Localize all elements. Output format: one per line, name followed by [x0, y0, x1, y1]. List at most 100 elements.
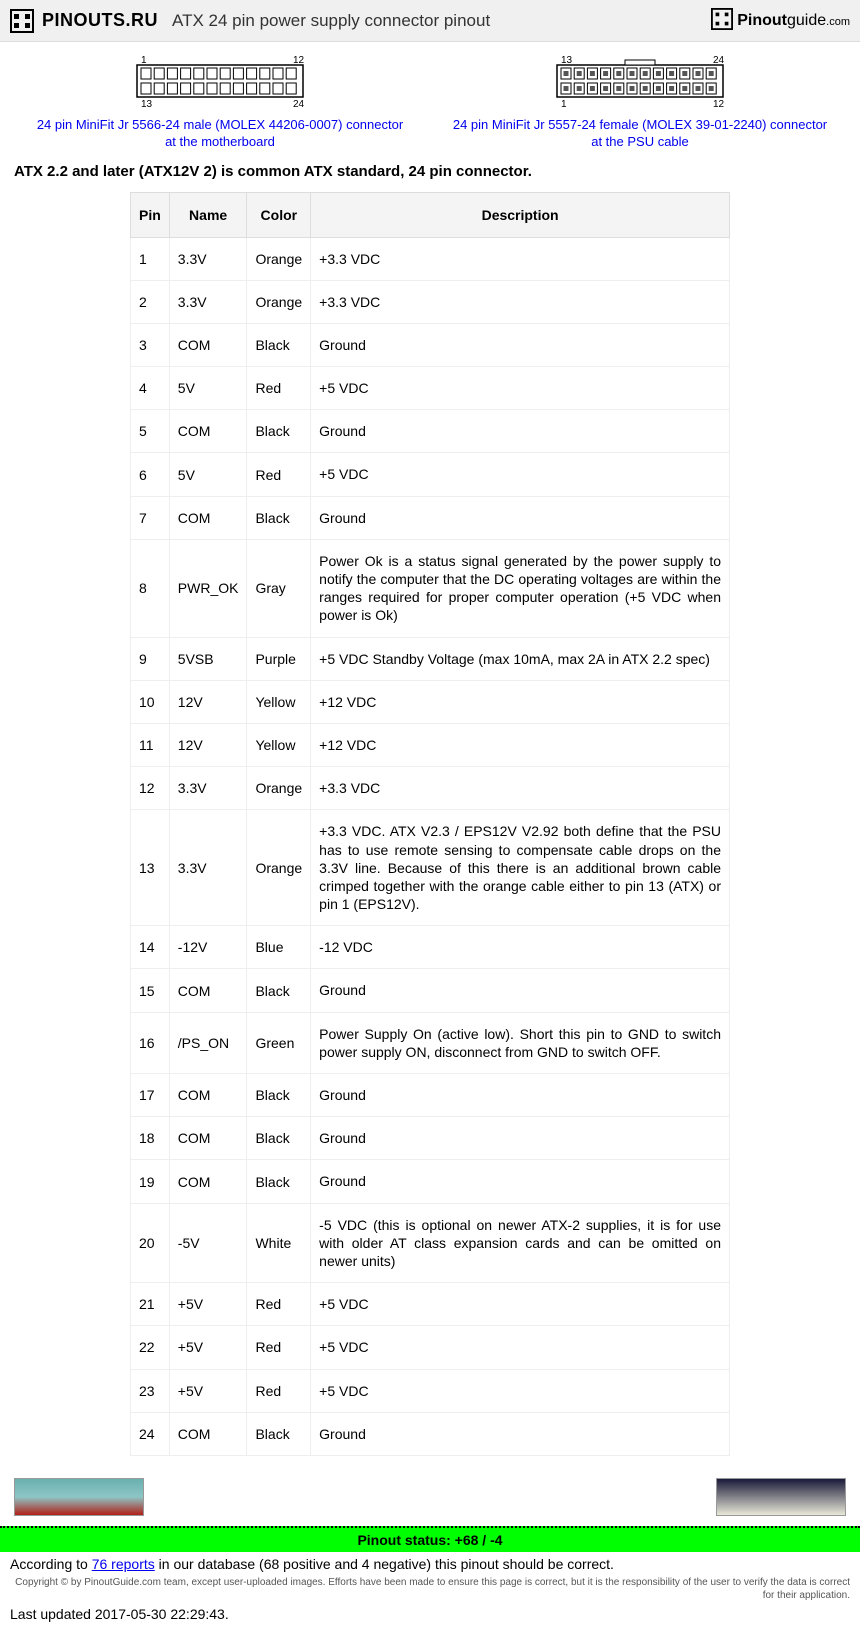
table-row: 1012VYellow+12 VDC: [131, 680, 730, 723]
pin-cell: 18: [131, 1117, 170, 1160]
name-cell: 12V: [169, 680, 247, 723]
table-row: 17COMBlackGround: [131, 1074, 730, 1117]
table-row: 19COMBlackGround: [131, 1160, 730, 1203]
color-cell: Orange: [247, 810, 311, 926]
desc-cell: -12 VDC: [311, 926, 730, 969]
pinout-status-desc: According to 76 reports in our database …: [0, 1552, 860, 1574]
connector-male-svg: 1 12 13 24: [125, 54, 315, 109]
name-cell: +5V: [169, 1326, 247, 1369]
desc-cell: Ground: [311, 410, 730, 453]
table-row: 23.3VOrange+3.3 VDC: [131, 280, 730, 323]
color-cell: Black: [247, 1074, 311, 1117]
name-cell: -5V: [169, 1203, 247, 1283]
name-cell: /PS_ON: [169, 1012, 247, 1073]
pin-cell: 8: [131, 539, 170, 637]
table-row: 133.3VOrange+3.3 VDC. ATX V2.3 / EPS12V …: [131, 810, 730, 926]
desc-cell: Ground: [311, 969, 730, 1012]
column-header: Color: [247, 192, 311, 237]
intro-text: ATX 2.2 and later (ATX12V 2) is common A…: [0, 153, 860, 186]
table-row: 16/PS_ONGreenPower Supply On (active low…: [131, 1012, 730, 1073]
name-cell: COM: [169, 496, 247, 539]
svg-text:1: 1: [561, 99, 567, 109]
table-row: 3COMBlackGround: [131, 323, 730, 366]
color-cell: Orange: [247, 280, 311, 323]
pin-cell: 16: [131, 1012, 170, 1073]
connector-female-svg: 13 24 1 12: [545, 54, 735, 109]
connector-male-sublabel: at the motherboard: [18, 134, 421, 149]
name-cell: COM: [169, 969, 247, 1012]
desc-cell: Ground: [311, 1074, 730, 1117]
reports-link[interactable]: 76 reports: [92, 1556, 155, 1572]
desc-cell: +5 VDC: [311, 453, 730, 496]
pinout-status-bar: Pinout status: +68 / -4: [0, 1526, 860, 1552]
pin-cell: 9: [131, 637, 170, 680]
name-cell: 3.3V: [169, 810, 247, 926]
pin-cell: 11: [131, 723, 170, 766]
photo-female: [716, 1478, 846, 1516]
pin-cell: 4: [131, 367, 170, 410]
color-cell: Blue: [247, 926, 311, 969]
guide-logo-text: Pinoutguide.com: [737, 12, 850, 30]
desc-cell: +5 VDC: [311, 367, 730, 410]
table-row: 8PWR_OKGrayPower Ok is a status signal g…: [131, 539, 730, 637]
table-row: 65VRed+5 VDC: [131, 453, 730, 496]
desc-cell: Ground: [311, 496, 730, 539]
page-header: PINOUTS.RU ATX 24 pin power supply conne…: [0, 0, 860, 42]
pin-cell: 2: [131, 280, 170, 323]
pin-cell: 14: [131, 926, 170, 969]
desc-cell: Power Ok is a status signal generated by…: [311, 539, 730, 637]
color-cell: Black: [247, 1412, 311, 1455]
name-cell: 5V: [169, 453, 247, 496]
desc-cell: Ground: [311, 1117, 730, 1160]
table-row: 14-12VBlue-12 VDC: [131, 926, 730, 969]
pin-cell: 23: [131, 1369, 170, 1412]
color-cell: Orange: [247, 767, 311, 810]
name-cell: 3.3V: [169, 280, 247, 323]
color-cell: Black: [247, 496, 311, 539]
color-cell: Red: [247, 1369, 311, 1412]
name-cell: +5V: [169, 1283, 247, 1326]
svg-text:12: 12: [713, 99, 725, 109]
name-cell: 12V: [169, 723, 247, 766]
desc-cell: +5 VDC: [311, 1326, 730, 1369]
connector-male-label[interactable]: 24 pin MiniFit Jr 5566-24 male (MOLEX 44…: [18, 116, 421, 134]
site-name[interactable]: PINOUTS.RU: [42, 10, 158, 31]
name-cell: -12V: [169, 926, 247, 969]
pin-cell: 17: [131, 1074, 170, 1117]
color-cell: Yellow: [247, 680, 311, 723]
color-cell: Orange: [247, 237, 311, 280]
table-row: 22+5VRed+5 VDC: [131, 1326, 730, 1369]
color-cell: Red: [247, 367, 311, 410]
table-row: 24COMBlackGround: [131, 1412, 730, 1455]
color-cell: Black: [247, 1160, 311, 1203]
table-row: 13.3VOrange+3.3 VDC: [131, 237, 730, 280]
pin-cell: 3: [131, 323, 170, 366]
table-row: 1112VYellow+12 VDC: [131, 723, 730, 766]
table-row: 5COMBlackGround: [131, 410, 730, 453]
connector-male: 1 12 13 24 24 pin MiniFit Jr 5566-24 mal…: [18, 54, 421, 149]
column-header: Description: [311, 192, 730, 237]
color-cell: Purple: [247, 637, 311, 680]
name-cell: 3.3V: [169, 237, 247, 280]
color-cell: Red: [247, 1326, 311, 1369]
pinoutguide-logo[interactable]: Pinoutguide.com: [711, 8, 850, 33]
desc-cell: +12 VDC: [311, 680, 730, 723]
connector-photos: [0, 1474, 860, 1526]
connector-female-label[interactable]: 24 pin MiniFit Jr 5557-24 female (MOLEX …: [438, 116, 841, 134]
name-cell: COM: [169, 1074, 247, 1117]
desc-cell: +3.3 VDC: [311, 767, 730, 810]
name-cell: COM: [169, 1160, 247, 1203]
desc-cell: -5 VDC (this is optional on newer ATX-2 …: [311, 1203, 730, 1283]
connector-diagrams: 1 12 13 24 24 pin MiniFit Jr 5566-24 mal…: [0, 42, 860, 153]
pin-cell: 12: [131, 767, 170, 810]
name-cell: PWR_OK: [169, 539, 247, 637]
color-cell: Gray: [247, 539, 311, 637]
table-row: 7COMBlackGround: [131, 496, 730, 539]
connector-female: 13 24 1 12 24 pin MiniFit Jr 5557-24 fem…: [438, 54, 841, 149]
header-left: PINOUTS.RU ATX 24 pin power supply conne…: [10, 9, 490, 33]
pin-cell: 7: [131, 496, 170, 539]
desc-cell: Ground: [311, 323, 730, 366]
color-cell: Black: [247, 323, 311, 366]
name-cell: COM: [169, 410, 247, 453]
pin-cell: 22: [131, 1326, 170, 1369]
